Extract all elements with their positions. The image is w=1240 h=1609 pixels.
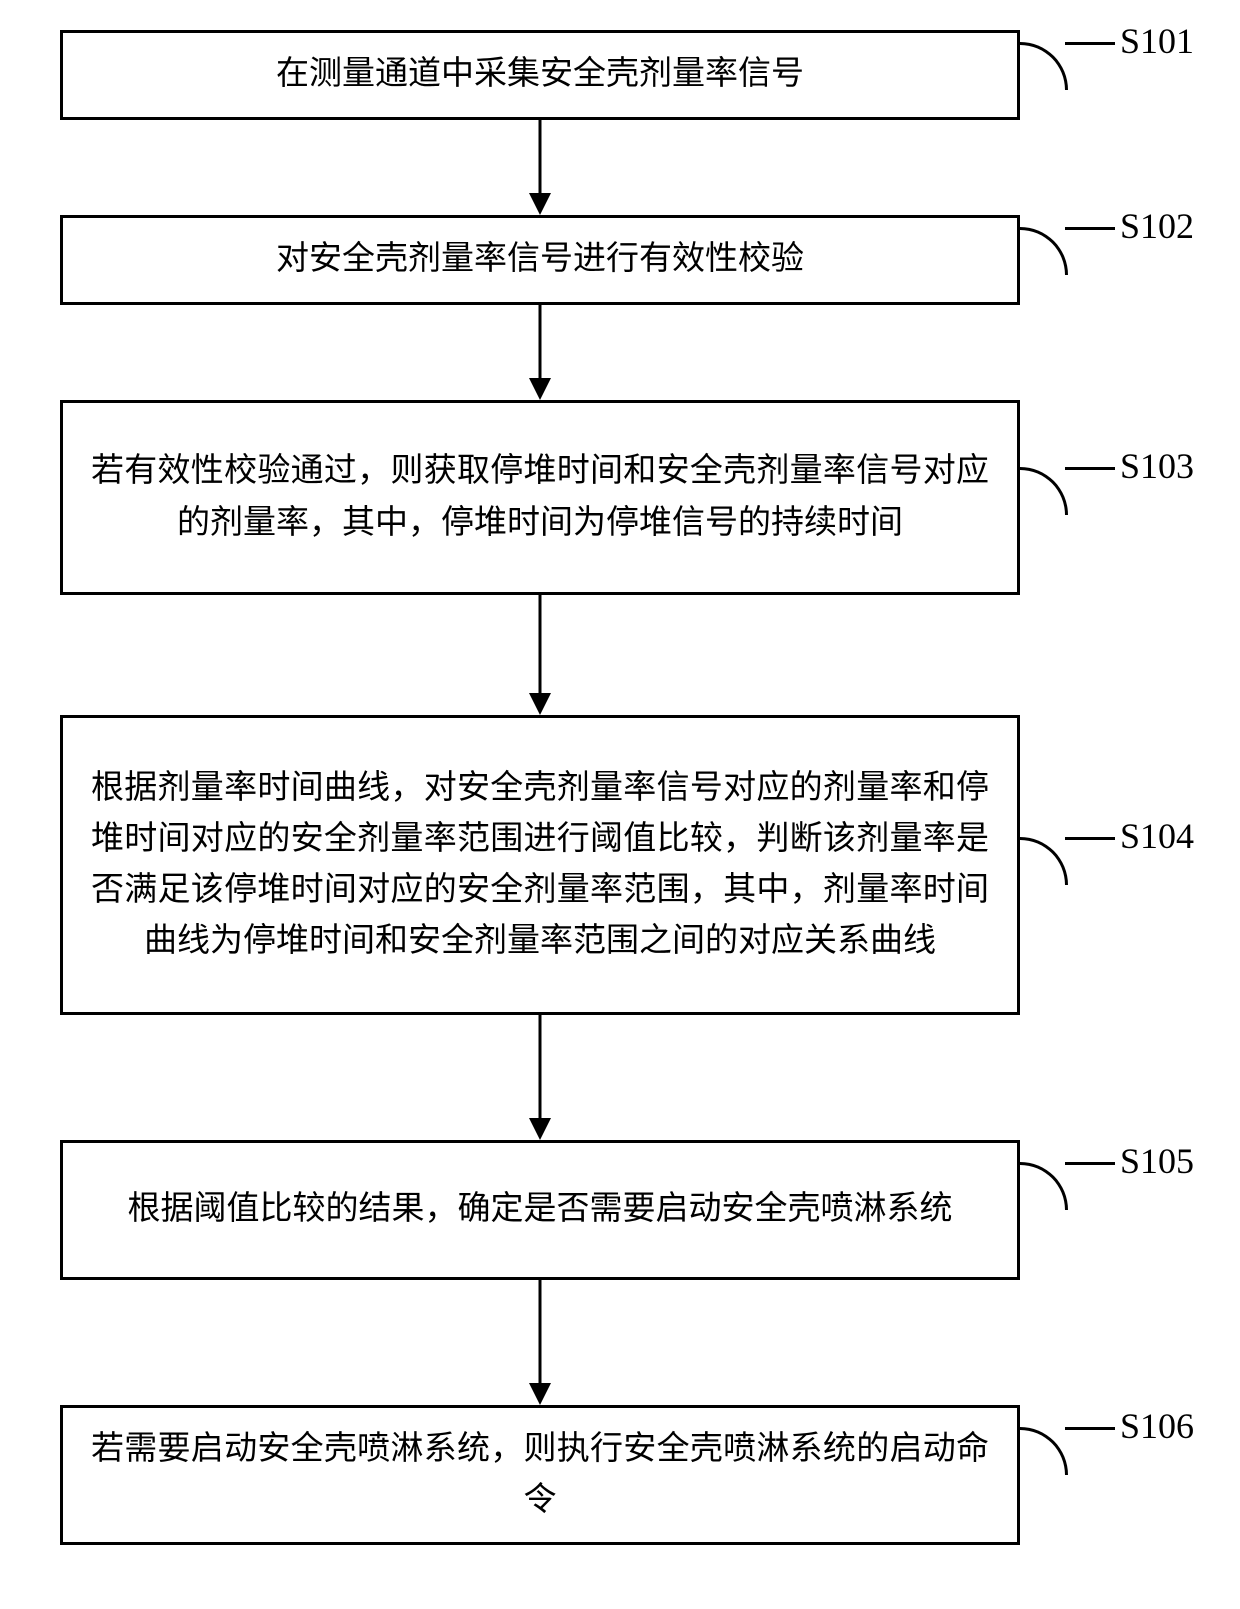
flow-node-label: S106 [1120,1405,1194,1447]
flow-node-label: S105 [1120,1140,1194,1182]
leader-curve [1020,42,1068,90]
flow-edge [525,1280,555,1410]
flow-edge [525,595,555,720]
leader-curve [1020,1427,1068,1475]
leader-curve [1020,227,1068,275]
flow-edge [525,120,555,220]
leader-line [1065,227,1115,230]
flow-node-text: 根据阈值比较的结果，确定是否需要启动安全壳喷淋系统 [128,1184,953,1235]
flow-node-s106: 若需要启动安全壳喷淋系统，则执行安全壳喷淋系统的启动命令 [60,1405,1020,1545]
flow-node-text: 对安全壳剂量率信号进行有效性校验 [276,234,804,285]
leader-line [1065,1162,1115,1165]
flow-node-label: S101 [1120,20,1194,62]
leader-line [1065,42,1115,45]
flow-node-text: 若需要启动安全壳喷淋系统，则执行安全壳喷淋系统的启动命令 [91,1424,989,1526]
flow-node-s104: 根据剂量率时间曲线，对安全壳剂量率信号对应的剂量率和停堆时间对应的安全剂量率范围… [60,715,1020,1015]
leader-line [1065,467,1115,470]
leader-line [1065,837,1115,840]
flowchart-canvas: 在测量通道中采集安全壳剂量率信号 S101 对安全壳剂量率信号进行有效性校验 S102… [0,0,1240,1609]
flow-node-label: S102 [1120,205,1194,247]
flow-node-s101: 在测量通道中采集安全壳剂量率信号 [60,30,1020,120]
leader-curve [1020,837,1068,885]
flow-node-s105: 根据阈值比较的结果，确定是否需要启动安全壳喷淋系统 [60,1140,1020,1280]
flow-node-label: S104 [1120,815,1194,857]
flow-node-text: 若有效性校验通过，则获取停堆时间和安全壳剂量率信号对应的剂量率，其中，停堆时间为… [91,446,989,548]
flow-edge [525,1015,555,1145]
arrow-icon [525,1280,555,1405]
flow-node-label: S103 [1120,445,1194,487]
arrow-icon [525,305,555,400]
flow-node-text: 根据剂量率时间曲线，对安全壳剂量率信号对应的剂量率和停堆时间对应的安全剂量率范围… [91,763,989,968]
leader-curve [1020,1162,1068,1210]
flow-node-text: 在测量通道中采集安全壳剂量率信号 [276,49,804,100]
flow-edge [525,305,555,405]
flow-node-s102: 对安全壳剂量率信号进行有效性校验 [60,215,1020,305]
leader-line [1065,1427,1115,1430]
arrow-icon [525,595,555,715]
leader-curve [1020,467,1068,515]
arrow-icon [525,1015,555,1140]
flow-node-s103: 若有效性校验通过，则获取停堆时间和安全壳剂量率信号对应的剂量率，其中，停堆时间为… [60,400,1020,595]
arrow-icon [525,120,555,215]
